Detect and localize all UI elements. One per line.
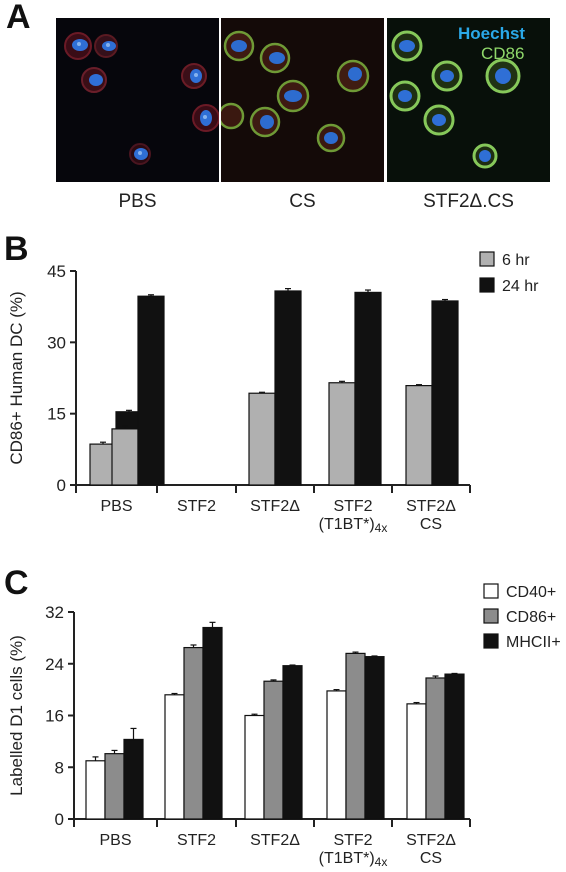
bar-24hr-3	[354, 291, 382, 486]
y-tick-label: 0	[57, 476, 66, 495]
x-tick-label: STF2	[333, 832, 372, 849]
y-tick-label: 30	[47, 333, 66, 352]
legend-label: CD86+	[506, 609, 556, 626]
x-tick-label: STF2Δ	[406, 832, 456, 849]
legend-swatch	[483, 583, 499, 599]
x-tick-label: (T1BT*)4x	[319, 850, 388, 869]
panel-a-letter: A	[6, 0, 31, 36]
bar-cd40-4	[406, 703, 427, 820]
legend-label: MHCII+	[506, 634, 561, 651]
legend-cd86: CD86	[481, 44, 525, 63]
y-tick-label: 8	[55, 758, 64, 777]
y-tick-label: 16	[45, 707, 64, 726]
legend-label: 6 hr	[502, 252, 530, 269]
legend-hoechst: Hoechst	[458, 24, 526, 43]
chart-c: 0 8 16 24 32 Labelled D1 cells (%) PBS STF2 STF2…	[7, 583, 561, 869]
micrograph-label-pbs: PBS	[118, 191, 157, 212]
legend-label: 24 hr	[502, 278, 539, 295]
bar-mhcii-4	[444, 673, 465, 820]
x-tick-label: STF2Δ	[250, 832, 300, 849]
bar-24hr-4	[431, 300, 459, 486]
legend-swatch	[483, 608, 499, 624]
micrograph-pbs	[56, 18, 219, 182]
x-tick-label: STF2	[333, 498, 372, 515]
bar-cd40-1	[164, 694, 185, 820]
legend-swatch	[479, 251, 495, 267]
legend-label: CD40+	[506, 584, 556, 601]
bar-mhcii-2	[282, 665, 303, 820]
x-tick-label: STF2	[177, 498, 216, 515]
y-axis-label: CD86+ Human DC (%)	[7, 291, 26, 464]
bar-6hr-2	[248, 392, 276, 486]
x-tick-label: (T1BT*)4x	[319, 516, 388, 535]
bar-6hr-1	[111, 428, 139, 486]
bar-cd86-3	[345, 652, 366, 820]
micrograph-label-cs: CS	[289, 191, 316, 212]
bar-cd86-2	[263, 680, 284, 820]
bar-cd40-2	[244, 714, 265, 820]
bar-mhcii-1	[202, 626, 223, 820]
panel-c-letter: C	[4, 564, 29, 602]
x-tick-label: STF2Δ	[250, 498, 300, 515]
y-tick-label: 15	[47, 405, 66, 424]
bar-cd86-4	[425, 677, 446, 820]
y-tick-label: 32	[45, 603, 64, 622]
bar-mhcii-0	[123, 738, 144, 820]
bar-6hr-3	[328, 382, 356, 486]
bar-cd86-1	[183, 646, 204, 820]
legend-swatch	[479, 277, 495, 293]
panel-b-letter: B	[4, 230, 29, 268]
bar-cd40-0	[85, 760, 106, 820]
bar-cd86-0	[104, 753, 125, 820]
micrograph-stf2delta-cs	[387, 18, 550, 182]
y-tick-label: 45	[47, 262, 66, 281]
chart-b: 0 15 30 45 CD86+ Human DC (%) PBS STF2 STF2Δ STF…	[7, 251, 539, 535]
bar-cd40-3	[326, 690, 347, 820]
y-tick-label: 24	[45, 655, 64, 674]
x-tick-label: PBS	[100, 498, 132, 515]
micrograph-label-stf2delta-cs: STF2Δ.CS	[423, 191, 514, 212]
legend-swatch	[483, 633, 499, 649]
y-axis-label: Labelled D1 cells (%)	[7, 635, 26, 796]
x-tick-label: CS	[420, 850, 442, 867]
bar-24hr-2	[274, 290, 302, 486]
bar-24hr-1	[137, 295, 165, 486]
x-tick-label: STF2	[177, 832, 216, 849]
y-tick-label: 0	[55, 810, 64, 829]
x-tick-label: CS	[420, 516, 442, 533]
bar-6hr-4	[405, 385, 433, 486]
micrograph-cs	[221, 18, 384, 182]
bar-mhcii-3	[364, 656, 385, 820]
x-tick-label: STF2Δ	[406, 498, 456, 515]
x-tick-label: PBS	[99, 832, 131, 849]
